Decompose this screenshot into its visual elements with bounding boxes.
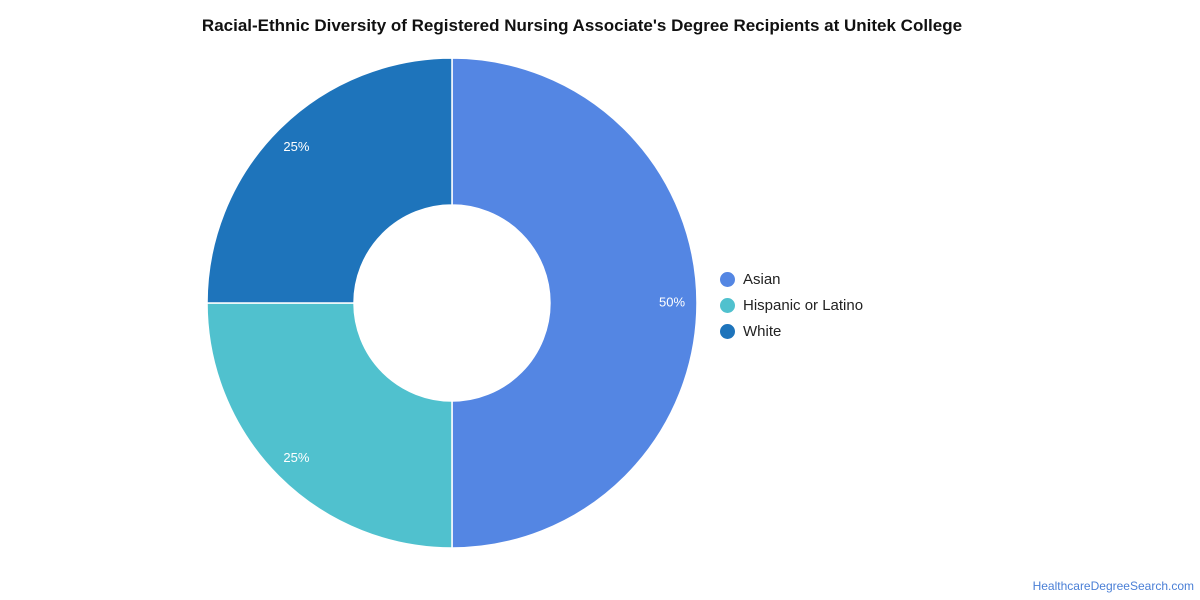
legend-item-asian[interactable]: Asian: [720, 266, 863, 292]
slice-label-white: 25%: [283, 139, 309, 154]
source-link[interactable]: HealthcareDegreeSearch.com: [1032, 579, 1194, 593]
legend-item-hispanic-or-latino[interactable]: Hispanic or Latino: [720, 292, 863, 318]
donut-slices: [206, 57, 698, 549]
legend-label-hispanic-or-latino: Hispanic or Latino: [743, 296, 864, 314]
legend-label-asian: Asian: [743, 270, 781, 288]
slice-label-hispanic-or-latino: 25%: [283, 450, 309, 465]
slice-white[interactable]: [206, 57, 453, 304]
legend-swatch-asian: [720, 271, 735, 287]
legend-item-white[interactable]: White: [720, 318, 863, 344]
slice-hispanic-or-latino[interactable]: [206, 302, 453, 549]
chart-legend: Asian Hispanic or Latino White: [720, 266, 863, 344]
legend-label-white: White: [743, 322, 782, 340]
donut-slice-labels: 50% 25% 25%: [283, 139, 685, 465]
legend-swatch-white: [720, 323, 735, 339]
slice-label-asian: 50%: [659, 294, 685, 309]
slice-asian[interactable]: [451, 57, 698, 549]
chart-title: Racial-Ethnic Diversity of Registered Nu…: [201, 16, 963, 35]
legend-swatch-hispanic-or-latino: [720, 297, 735, 313]
